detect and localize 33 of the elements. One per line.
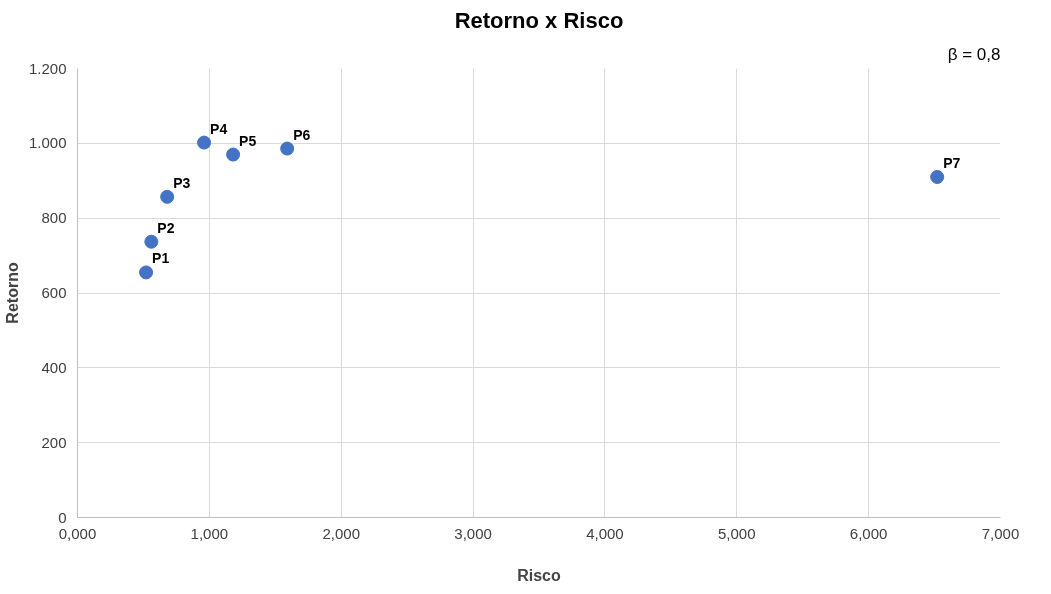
y-tick-label: 200 bbox=[41, 433, 67, 451]
point bbox=[144, 234, 159, 249]
y-tick-label: 1.000 bbox=[28, 134, 67, 152]
point bbox=[280, 141, 295, 156]
x-tick-label: 1,000 bbox=[190, 524, 229, 542]
point bbox=[197, 135, 212, 150]
x-tick-label: 2,000 bbox=[322, 524, 360, 542]
y-axis-title: Retorno bbox=[3, 262, 21, 324]
point bbox=[226, 147, 241, 162]
x-axis-title: Risco bbox=[517, 566, 562, 584]
x-tick-label: 3,000 bbox=[454, 524, 492, 542]
y-tick-label: 400 bbox=[41, 358, 67, 376]
point bbox=[139, 265, 154, 280]
point bbox=[160, 189, 175, 204]
x-tick-label: 7,000 bbox=[981, 524, 1020, 542]
x-tick-label: 5,000 bbox=[718, 524, 756, 542]
data-label: P7 bbox=[943, 155, 961, 172]
data-label: P2 bbox=[157, 219, 175, 236]
y-tick-label: 800 bbox=[41, 209, 67, 227]
data-label: P4 bbox=[210, 120, 228, 137]
x-tick-label: 6,000 bbox=[849, 524, 888, 542]
y-tick-label: 0 bbox=[58, 508, 67, 526]
data-label: P6 bbox=[293, 126, 311, 143]
y-tick-label: 600 bbox=[41, 284, 67, 301]
chart-title: Retorno x Risco bbox=[454, 7, 624, 33]
x-tick-label: 0,000 bbox=[58, 524, 97, 542]
y-tick-label: 1.200 bbox=[28, 59, 67, 77]
point bbox=[930, 170, 945, 184]
data-label: P1 bbox=[152, 250, 170, 267]
data-label: P3 bbox=[173, 174, 191, 191]
x-tick-label: 4,000 bbox=[586, 524, 624, 542]
data-label: P5 bbox=[239, 132, 257, 149]
text: β = 0,8 bbox=[947, 44, 1001, 64]
